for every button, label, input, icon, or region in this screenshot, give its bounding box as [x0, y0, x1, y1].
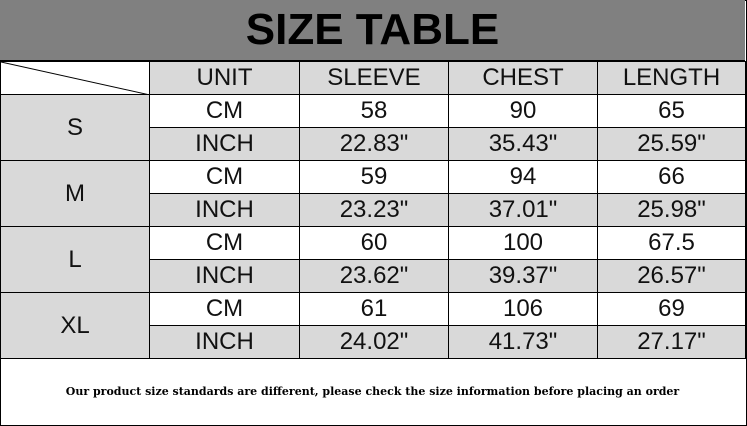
table-row: INCH 23.23" 37.01" 25.98"	[1, 193, 746, 227]
unit-cell: INCH	[149, 325, 300, 359]
header-chest: CHEST	[448, 61, 598, 95]
length-cell: 25.59"	[597, 127, 746, 161]
size-note: Our product size standards are different…	[65, 384, 680, 398]
unit-cell: CM	[149, 160, 300, 194]
header-sleeve: SLEEVE	[299, 61, 449, 95]
table-row: INCH 24.02" 41.73" 27.17"	[1, 325, 746, 359]
sleeve-cell: 24.02"	[299, 325, 449, 359]
header-row: UNIT SLEEVE CHEST LENGTH	[0, 61, 746, 95]
length-cell: 27.17"	[597, 325, 746, 359]
chest-cell: 41.73"	[448, 325, 598, 359]
unit-cell: CM	[149, 292, 300, 326]
unit-cell: CM	[149, 226, 300, 260]
unit-cell: CM	[149, 94, 300, 128]
sleeve-cell: 23.62"	[299, 259, 449, 293]
sleeve-cell: 23.23"	[299, 193, 449, 227]
table-row: INCH 22.83" 35.43" 25.59"	[1, 127, 746, 161]
size-label: XL	[0, 292, 150, 359]
length-cell: 66	[597, 160, 746, 194]
length-cell: 67.5	[597, 226, 746, 260]
table-row: L CM 60 100 67.5	[0, 226, 746, 293]
chest-cell: 106	[448, 292, 598, 326]
header-unit: UNIT	[149, 61, 300, 95]
diagonal-line	[1, 62, 150, 95]
corner-cell	[0, 61, 150, 95]
sleeve-cell: 59	[299, 160, 449, 194]
size-label: S	[0, 94, 150, 161]
size-label: M	[0, 160, 150, 227]
chest-cell: 90	[448, 94, 598, 128]
sleeve-cell: 61	[299, 292, 449, 326]
chest-cell: 94	[448, 160, 598, 194]
length-cell: 65	[597, 94, 746, 128]
unit-cell: INCH	[149, 193, 300, 227]
chest-cell: 37.01"	[448, 193, 598, 227]
page-title: SIZE TABLE	[0, 0, 745, 61]
table-row: XL CM 61 106 69	[0, 292, 746, 359]
sleeve-cell: 60	[299, 226, 449, 260]
length-cell: 26.57"	[597, 259, 746, 293]
size-table: UNIT SLEEVE CHEST LENGTH S CM 58 90 65 INCH 22…	[0, 61, 746, 359]
length-cell: 25.98"	[597, 193, 746, 227]
unit-cell: INCH	[149, 259, 300, 293]
chest-cell: 100	[448, 226, 598, 260]
chest-cell: 39.37"	[448, 259, 598, 293]
sleeve-cell: 58	[299, 94, 449, 128]
size-label: L	[0, 226, 150, 293]
table-row: S CM 58 90 65	[0, 94, 746, 161]
header-length: LENGTH	[597, 61, 746, 95]
unit-cell: INCH	[149, 127, 300, 161]
chest-cell: 35.43"	[448, 127, 598, 161]
sleeve-cell: 22.83"	[299, 127, 449, 161]
table-row: INCH 23.62" 39.37" 26.57"	[1, 259, 746, 293]
length-cell: 69	[597, 292, 746, 326]
table-row: M CM 59 94 66	[0, 160, 746, 227]
